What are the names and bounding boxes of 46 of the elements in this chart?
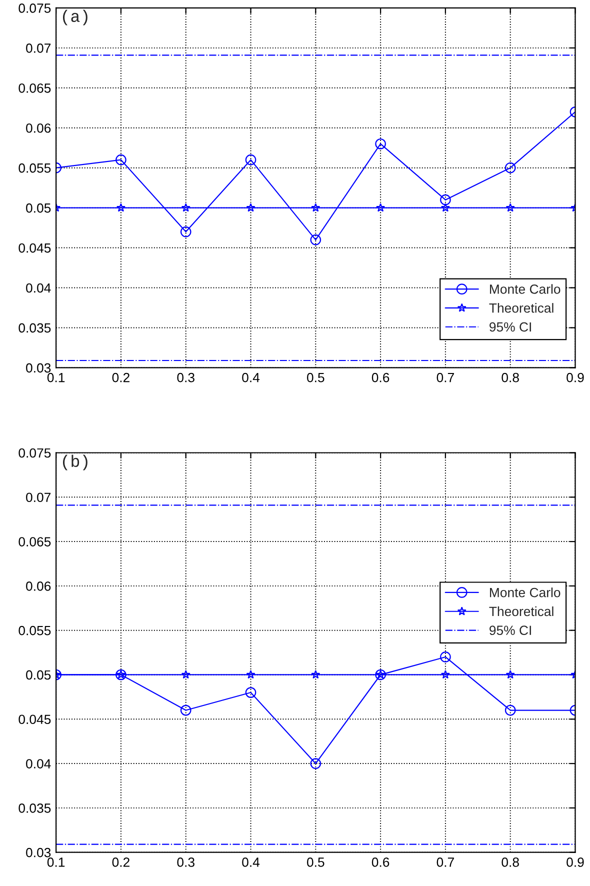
y-tick-label: 0.03 [26,363,51,373]
y-tick-label: 0.06 [26,123,51,133]
y-tick-label: 0.07 [26,492,51,502]
x-tick-label: 0.9 [566,858,584,867]
x-tick-label: 0.3 [177,372,194,382]
y-tick-label: 0.035 [18,323,51,333]
legend-label: Monte Carlo [490,284,560,294]
x-tick-label: 0.5 [306,858,324,867]
legend-label: Theoretical [489,606,554,616]
y-tick-label: 0.05 [26,203,51,213]
x-tick-label: 0.8 [502,858,519,867]
y-tick-label: 0.04 [26,283,51,293]
x-tick-label: 0.5 [306,372,324,382]
y-tick-label: 0.035 [18,804,51,813]
x-tick-label: 0.6 [372,372,390,382]
y-tick-label: 0.07 [26,44,51,53]
x-tick-label: 0.9 [566,372,584,382]
y-tick-label: 0.06 [26,582,51,591]
legend-label: Theoretical [489,303,554,313]
y-tick-label: 0.065 [18,83,51,93]
x-tick-label: 0.8 [502,372,519,382]
y-tick-label: 0.055 [18,163,51,173]
x-tick-label: 0.7 [436,858,454,867]
x-tick-label: 0.7 [436,372,454,382]
y-tick-label: 0.05 [26,670,51,680]
x-tick-label: 0.6 [372,858,390,867]
y-tick-label: 0.055 [18,626,51,636]
y-tick-label: 0.065 [18,537,51,546]
y-tick-label: 0.045 [18,714,51,724]
y-tick-label: 0.075 [18,4,51,13]
x-tick-label: 0.1 [47,858,65,867]
x-tick-label: 0.3 [177,858,194,867]
legend-label: Monte Carlo [490,588,560,598]
legend-label: 95% CI [490,322,531,332]
y-tick-label: 0.045 [18,243,51,253]
x-tick-label: 0.2 [112,372,130,382]
annotation: (a) [62,10,88,26]
x-tick-label: 0.4 [242,372,260,382]
x-tick-label: 0.1 [47,372,65,382]
legend-label: 95% CI [490,626,531,636]
annotation: (b) [62,454,88,470]
y-tick-label: 0.075 [18,448,51,458]
y-tick-label: 0.04 [26,759,51,768]
x-tick-label: 0.4 [242,858,260,867]
x-tick-label: 0.2 [112,858,130,867]
y-tick-label: 0.03 [26,848,51,858]
